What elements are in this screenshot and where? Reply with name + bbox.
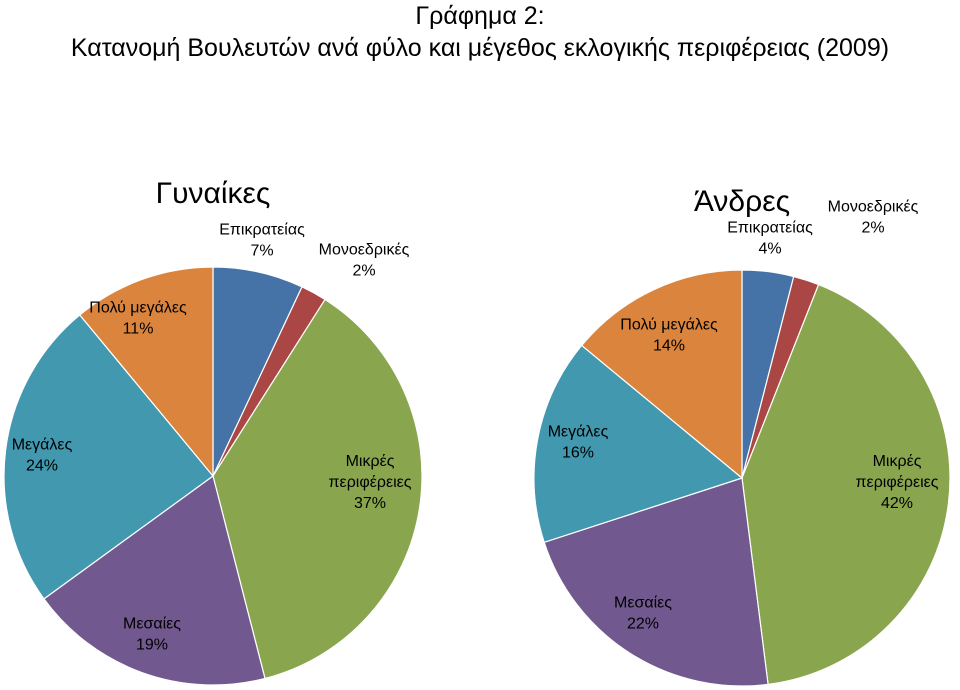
pie-men: Άνδρες Επικρατείας 4% Μονοεδρικές 2% Μικρές πε…	[533, 185, 951, 687]
data-label-line: περιφέρειες	[329, 474, 412, 491]
data-label-medium: Μεσαίες 22%	[614, 595, 672, 633]
data-label-line: Μονοεδρικές	[319, 242, 410, 259]
data-label-line: 4%	[758, 241, 781, 258]
data-label-small: Μικρές περιφέρειες 42%	[856, 453, 939, 512]
pie-slice-large	[3, 314, 214, 600]
data-label-very-large: Πολύ μεγάλες 14%	[620, 317, 718, 355]
data-label-line: 37%	[354, 495, 386, 512]
pie-slice-large	[533, 344, 744, 544]
data-label-large: Μεγάλες 24%	[12, 437, 73, 475]
pie-slice-medium	[543, 477, 769, 687]
data-label-medium: Μεσαίες 19%	[123, 616, 181, 654]
data-label-very-large: Πολύ μεγάλες 11%	[89, 300, 187, 338]
pie-slice-medium	[43, 474, 266, 686]
data-label-line: Μικρές	[873, 453, 922, 470]
data-label-large: Μεγάλες 16%	[548, 424, 609, 462]
data-label-line: Μεγάλες	[12, 437, 73, 454]
data-label-line: 2%	[352, 263, 375, 280]
data-label-national: Επικρατείας 7%	[219, 222, 305, 260]
chart-title-line1: Γράφημα 2:	[415, 2, 545, 30]
data-label-line: Μεσαίες	[614, 595, 672, 612]
pie-slice-small	[212, 298, 423, 680]
data-label-line: 7%	[250, 243, 273, 260]
data-label-small: Μικρές περιφέρειες 37%	[329, 453, 412, 512]
data-label-line: Πολύ μεγάλες	[89, 300, 187, 317]
pie-slice-very-large	[78, 266, 214, 478]
data-label-line: Μεγάλες	[548, 424, 609, 441]
pie-slice-very-large	[580, 269, 743, 480]
data-label-line: Μονοεδρικές	[828, 199, 919, 216]
data-label-line: 24%	[26, 458, 58, 475]
data-label-line: 16%	[562, 445, 594, 462]
data-label-line: Μικρές	[346, 453, 395, 470]
data-label-line: Επικρατείας	[219, 222, 305, 239]
pie-title: Γυναίκες	[156, 177, 271, 210]
data-label-line: Πολύ μεγάλες	[620, 317, 718, 334]
pie-slice-small	[741, 283, 951, 686]
chart-title-line2: Κατανομή Βουλευτών ανά φύλο και μέγεθος …	[70, 34, 890, 62]
data-label-single-seat: Μονοεδρικές 2%	[828, 199, 919, 237]
data-label-line: 14%	[653, 338, 685, 355]
data-label-line: 42%	[881, 495, 913, 512]
data-label-national: Επικρατείας 4%	[727, 220, 813, 258]
pie-title: Άνδρες	[694, 185, 790, 218]
pie-women: Γυναίκες Επικρατείας 7% Μονοεδρικές 2% Μικρές…	[3, 177, 423, 686]
data-label-line: 19%	[136, 637, 168, 654]
chart-main-title: Γράφημα 2: Κατανομή Βουλευτών ανά φύλο κ…	[0, 0, 960, 64]
data-label-line: Επικρατείας	[727, 220, 813, 237]
data-label-line: 2%	[861, 220, 884, 237]
data-label-line: περιφέρειες	[856, 474, 939, 491]
data-label-line: 22%	[627, 616, 659, 633]
data-label-line: 11%	[123, 321, 154, 338]
data-label-line: Μεσαίες	[123, 616, 181, 633]
data-label-single-seat: Μονοεδρικές 2%	[319, 242, 410, 280]
